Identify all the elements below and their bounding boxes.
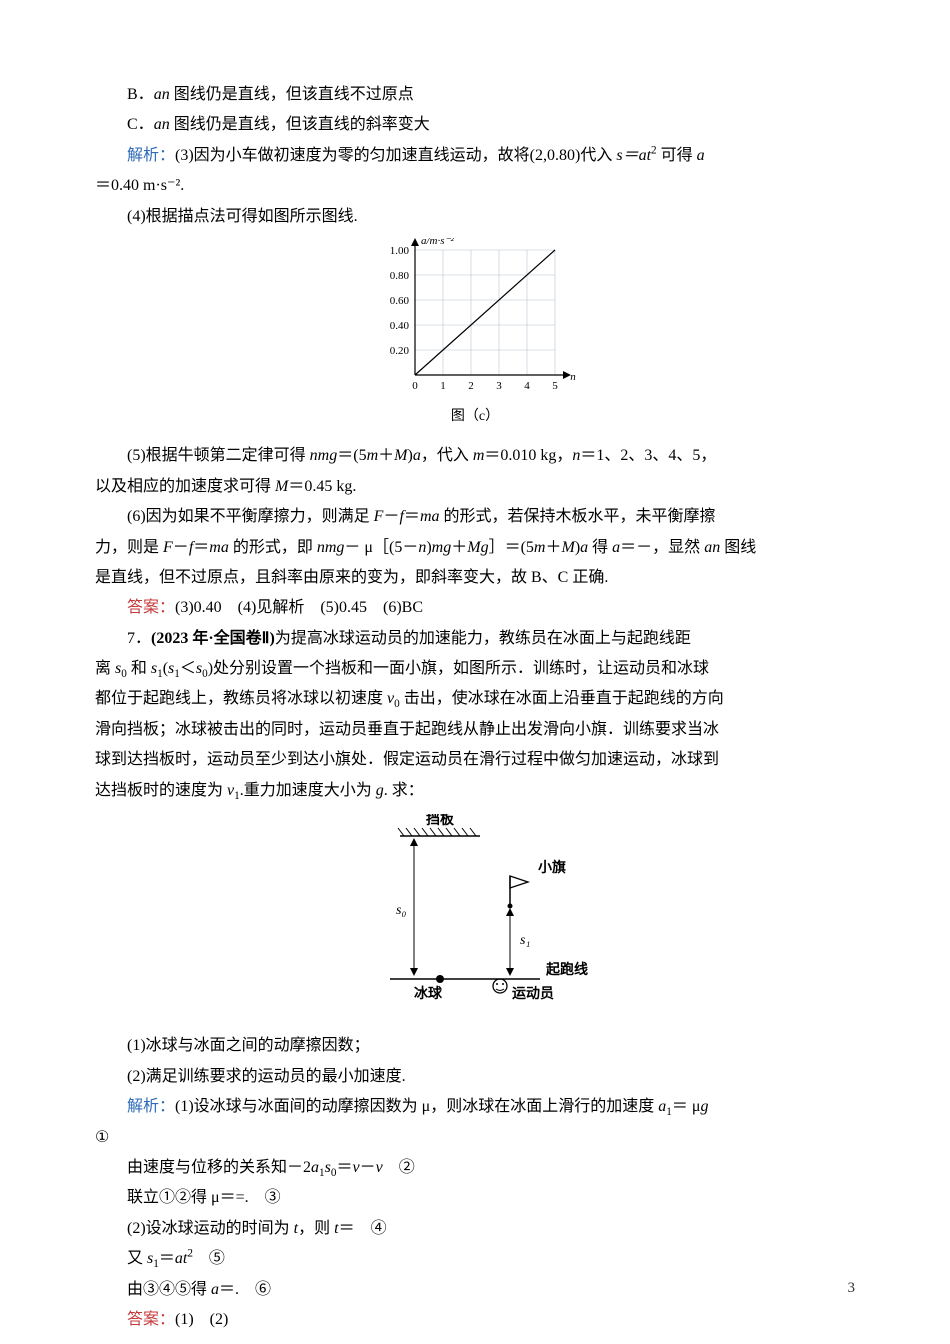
svg-text:0.60: 0.60 <box>390 295 410 307</box>
q7-sol-3: 联立①②得 μ＝=. ③ <box>95 1183 855 1213</box>
svg-text:4: 4 <box>524 380 530 392</box>
svg-text:1.00: 1.00 <box>390 245 410 257</box>
svg-text:s₀: s₀ <box>396 903 406 918</box>
svg-text:n: n <box>570 371 576 383</box>
q7-ask1: (1)冰球与冰面之间的动摩擦因数； <box>95 1031 855 1061</box>
svg-text:图（c）: 图（c） <box>451 408 499 424</box>
analysis-6-cont2: 是直线，但不过原点，且斜率由原来的变为，即斜率变大，故 B、C 正确. <box>95 563 855 593</box>
svg-text:0: 0 <box>412 380 418 392</box>
option-b: B．an 图线仍是直线，但该直线不过原点 <box>95 80 855 110</box>
svg-text:挡板: 挡板 <box>426 814 455 828</box>
q7-sol-1b: ① <box>95 1123 855 1153</box>
document-body: B．an 图线仍是直线，但该直线不过原点 C．an 图线仍是直线，但该直线的斜率… <box>95 80 855 1335</box>
svg-text:3: 3 <box>496 380 502 392</box>
page-number: 3 <box>848 1274 856 1303</box>
q7-sol-2: 由速度与位移的关系知－2a1s0＝v－v ② <box>95 1153 855 1183</box>
q7-intro: 7．(2023 年·全国卷Ⅱ)为提高冰球运动员的加速能力，教练员在冰面上与起跑线… <box>95 624 855 654</box>
svg-text:5: 5 <box>552 380 558 392</box>
svg-text:起跑线: 起跑线 <box>545 961 588 978</box>
analysis-3-cont: ＝0.40 m·s⁻². <box>95 171 855 201</box>
svg-text:s₁: s₁ <box>520 933 530 948</box>
answer-line: 答案：(3)0.40 (4)见解析 (5)0.45 (6)BC <box>95 593 855 623</box>
analysis-6-cont1: 力，则是 F－f＝ma 的形式，即 nmg－ μ［(5－n)mg＋Mg］＝(5m… <box>95 533 855 563</box>
training-figure: 挡板 小旗 s₀ s₁ 起跑线 冰球 运动员 <box>95 814 855 1025</box>
q7-l3: 都位于起跑线上，教练员将冰球以初速度 v0 击出，使冰球在冰面上沿垂直于起跑线的… <box>95 684 855 714</box>
svg-text:运动员: 运动员 <box>512 985 554 1002</box>
q7-sol-1: 解析：(1)设冰球与冰面间的动摩擦因数为 μ，则冰球在冰面上滑行的加速度 a1＝… <box>95 1092 855 1122</box>
svg-text:1: 1 <box>440 380 446 392</box>
analysis-3: 解析：(3)因为小车做初速度为零的匀加速直线运动，故将(2,0.80)代入 s＝… <box>95 141 855 171</box>
q7-sol-5: 又 s1＝at2 ⑤ <box>95 1244 855 1274</box>
option-c: C．an 图线仍是直线，但该直线的斜率变大 <box>95 110 855 140</box>
q7-l2: 离 s0 和 s1(s1＜s0)处分别设置一个挡板和一面小旗，如图所示．训练时，… <box>95 654 855 684</box>
q7-sol-6: 由③④⑤得 a＝. ⑥ <box>95 1275 855 1305</box>
svg-text:2: 2 <box>468 380 474 392</box>
q7-sol-4: (2)设冰球运动的时间为 t，则 t＝ ④ <box>95 1214 855 1244</box>
svg-text:冰球: 冰球 <box>414 985 443 1002</box>
analysis-5-cont: 以及相应的加速度求可得 M＝0.45 kg. <box>95 472 855 502</box>
analysis-4: (4)根据描点法可得如图所示图线. <box>95 202 855 232</box>
svg-text:a/m·s⁻²: a/m·s⁻² <box>421 238 454 247</box>
svg-text:0.40: 0.40 <box>390 320 410 332</box>
svg-text:0.80: 0.80 <box>390 270 410 282</box>
q7-ask2: (2)满足训练要求的运动员的最小加速度. <box>95 1062 855 1092</box>
q7-l4: 滑向挡板；冰球被击出的同时，运动员垂直于起跑线从静止出发滑向小旗．训练要求当冰 <box>95 715 855 745</box>
analysis-6: (6)因为如果不平衡摩擦力，则满足 F－f＝ma 的形式，若保持木板水平，未平衡… <box>95 502 855 532</box>
q7-l6: 达挡板时的速度为 v1.重力加速度大小为 g. 求： <box>95 776 855 806</box>
q7-answer: 答案：(1) (2) <box>95 1305 855 1335</box>
chart-c: 0.20 0.40 0.60 0.80 1.00 0 1 2 3 4 5 n a… <box>95 238 855 439</box>
svg-text:0.20: 0.20 <box>390 345 410 357</box>
q7-l5: 球到达挡板时，运动员至少到达小旗处．假定运动员在滑行过程中做匀加速运动，冰球到 <box>95 745 855 775</box>
analysis-5: (5)根据牛顿第二定律可得 nmg＝(5m＋M)a，代入 m＝0.010 kg，… <box>95 441 855 471</box>
svg-text:小旗: 小旗 <box>538 859 566 876</box>
